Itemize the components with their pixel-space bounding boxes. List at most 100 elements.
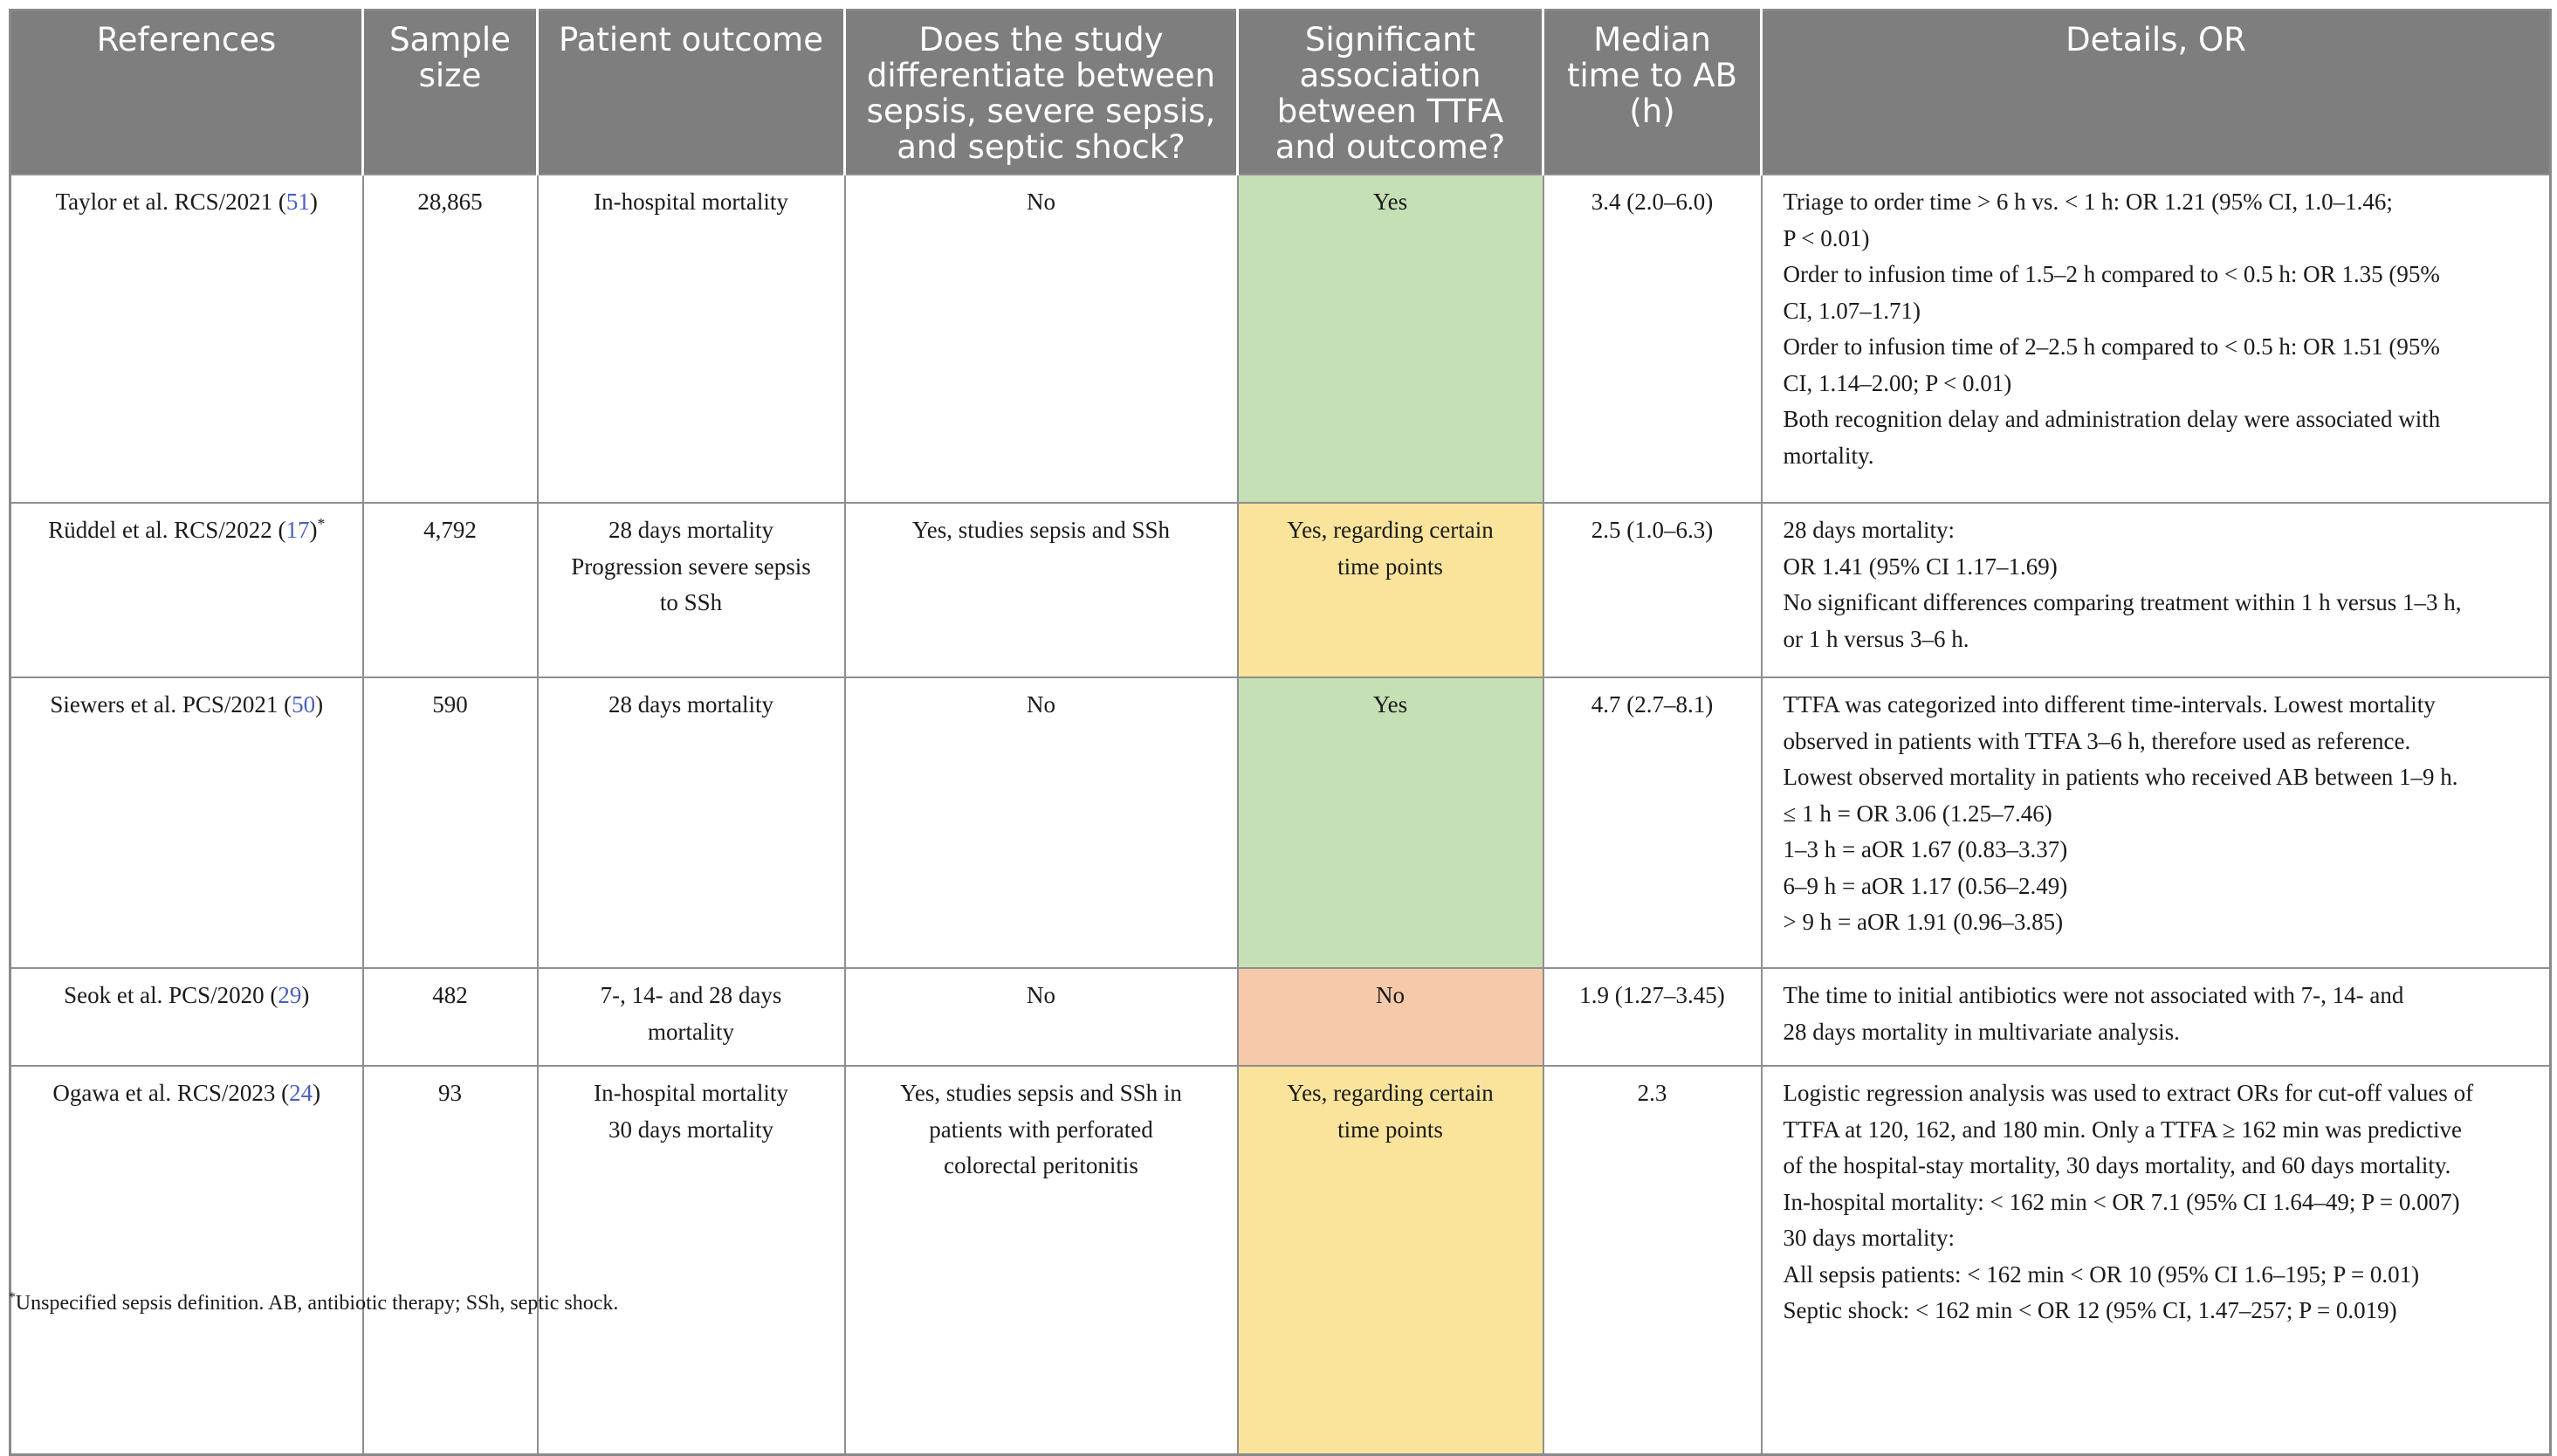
cell-sample-size: 590 — [361, 676, 538, 968]
cell-significant-line: Yes — [1372, 189, 1408, 215]
cell-differentiate-line: No — [1027, 189, 1055, 215]
cell-details-line: 28 days mortality in multivariate analys… — [1783, 1018, 2180, 1045]
cell-outcome: 28 days mortality Progression severe seps… — [536, 502, 845, 677]
cell-differentiate-line: patients with perforated — [929, 1116, 1153, 1143]
footnote-mark: * — [9, 1290, 16, 1305]
reference-close: ) — [301, 982, 310, 1008]
header-median-time: Median time to AB (h) — [1542, 10, 1762, 175]
sample-size-value: 93 — [438, 1080, 462, 1106]
cell-details-line: Lowest observed mortality in patients wh… — [1783, 764, 2458, 790]
header-significant-association: Significant association between TTFA and… — [1236, 10, 1543, 175]
reference-link[interactable]: 51 — [285, 189, 310, 215]
cell-sample-size: 482 — [361, 967, 538, 1066]
cell-details-line: observed in patients with TTFA 3–6 h, th… — [1783, 727, 2411, 754]
reference-link[interactable]: 50 — [292, 691, 316, 718]
cell-differentiate-line: Yes, studies sepsis and SSh in — [900, 1080, 1182, 1106]
cell-details-line: Logistic regression analysis was used to… — [1783, 1080, 2474, 1106]
footnote: *Unspecified sepsis definition. AB, anti… — [9, 1290, 618, 1315]
header-patient-outcome: Patient outcome — [536, 10, 845, 175]
cell-details-line: All sepsis patients: < 162 min < OR 10 (… — [1783, 1260, 2420, 1288]
cell-significant: Yes, regarding certain time points — [1236, 502, 1543, 677]
cell-sample-size: 93 — [361, 1065, 538, 1454]
cell-significant: Yes — [1236, 174, 1543, 503]
cell-details-line: Triage to order time > 6 h vs. < 1 h: OR… — [1783, 189, 2393, 215]
median-time-value: 4.7 (2.7–8.1) — [1591, 691, 1714, 718]
cell-median-time: 4.7 (2.7–8.1) — [1542, 676, 1762, 968]
table-row: Ogawa et al. RCS/2023 (24) 93 In-hospital … — [10, 1065, 2551, 1454]
cell-details: TTFA was categorized into different time… — [1760, 676, 2551, 968]
cell-details: Logistic regression analysis was used to… — [1760, 1065, 2551, 1454]
cell-reference: Siewers et al. PCS/2021 (50) — [10, 676, 363, 968]
cell-details-line: CI, 1.14–2.00; P < 0.01) — [1783, 369, 2012, 396]
cell-outcome-line: mortality — [648, 1018, 734, 1045]
cell-differentiate-line: Yes, studies sepsis and SSh — [911, 517, 1171, 543]
reference-text: Taylor et al. RCS/2021 ( — [55, 189, 286, 215]
cell-reference: Rüddel et al. RCS/2022 (17)* — [10, 502, 363, 677]
cell-details-line: CI, 1.07–1.71) — [1783, 297, 1921, 324]
cell-details-line: The time to initial antibiotics were not… — [1783, 982, 2404, 1008]
reference-text: Seok et al. PCS/2020 ( — [64, 982, 278, 1008]
reference-close: ) — [309, 189, 318, 215]
cell-differentiate: Yes, studies sepsis and SSh — [843, 502, 1238, 677]
median-time-value: 1.9 (1.27–3.45) — [1579, 982, 1725, 1008]
median-time-value: 3.4 (2.0–6.0) — [1591, 189, 1714, 215]
reference-link[interactable]: 24 — [289, 1080, 313, 1106]
cell-outcome: 7-, 14- and 28 days mortality — [536, 967, 845, 1066]
header-differentiate: Does the study differentiate between sep… — [843, 10, 1238, 175]
cell-differentiate-line: No — [1027, 691, 1055, 718]
cell-details: The time to initial antibiotics were not… — [1760, 967, 2551, 1066]
reference-link[interactable]: 29 — [278, 982, 302, 1008]
cell-outcome: In-hospital mortality — [536, 174, 845, 503]
cell-differentiate: No — [843, 967, 1238, 1066]
cell-details: 28 days mortality: OR 1.41 (95% CI 1.17–1… — [1760, 502, 2551, 677]
cell-outcome-line: 28 days mortality — [608, 517, 773, 543]
cell-details: Triage to order time > 6 h vs. < 1 h: OR… — [1760, 174, 2551, 503]
cell-details-line: P < 0.01) — [1783, 224, 1870, 251]
cell-differentiate-line: colorectal peritonitis — [944, 1152, 1138, 1178]
cell-details-line: No significant differences comparing tre… — [1783, 589, 2462, 615]
reference-text: Siewers et al. PCS/2021 ( — [50, 691, 292, 718]
cell-median-time: 1.9 (1.27–3.45) — [1542, 967, 1762, 1066]
cell-outcome: 28 days mortality — [536, 676, 845, 968]
cell-details-line: Both recognition delay and administratio… — [1783, 406, 2441, 432]
cell-outcome-line: 30 days mortality — [608, 1116, 773, 1143]
cell-outcome-line: 7-, 14- and 28 days — [600, 982, 782, 1008]
reference-close: ) — [313, 1080, 321, 1106]
cell-details-line: Septic shock: < 162 min < OR 12 (95% CI,… — [1783, 1297, 2397, 1323]
sample-size-value: 28,865 — [417, 189, 483, 215]
table-row: Rüddel et al. RCS/2022 (17)* 4,792 28 days… — [10, 502, 2551, 677]
cell-details-line: mortality. — [1783, 442, 1874, 469]
cell-reference: Taylor et al. RCS/2021 (51) — [10, 174, 363, 503]
cell-details-line: 6–9 h = aOR 1.17 (0.56–2.49) — [1783, 872, 2068, 899]
cell-sample-size: 28,865 — [361, 174, 538, 503]
cell-details-line: TTFA was categorized into different time… — [1783, 691, 2436, 718]
reference-link[interactable]: 17 — [285, 517, 310, 543]
sample-size-value: 482 — [432, 982, 468, 1008]
reference-close: ) — [315, 691, 324, 718]
cell-differentiate: Yes, studies sepsis and SSh in patients w… — [843, 1065, 1238, 1454]
table-row: Taylor et al. RCS/2021 (51) 28,865 In-hosp… — [10, 174, 2551, 503]
cell-outcome-line: Progression severe sepsis — [571, 553, 811, 580]
table-row: Siewers et al. PCS/2021 (50) 590 28 days m… — [10, 676, 2551, 968]
median-time-value: 2.5 (1.0–6.3) — [1591, 517, 1714, 543]
cell-outcome-line: In-hospital mortality — [594, 189, 788, 215]
reference-close: ) — [309, 517, 318, 543]
table-body: Taylor et al. RCS/2021 (51) 28,865 In-hosp… — [10, 174, 2551, 1454]
cell-median-time: 2.3 — [1542, 1065, 1762, 1454]
cell-details-line: Order to infusion time of 1.5–2 h compar… — [1783, 261, 2440, 287]
cell-outcome: In-hospital mortality 30 days mortality — [536, 1065, 845, 1454]
cell-details-line: OR 1.41 (95% CI 1.17–1.69) — [1783, 553, 2058, 580]
cell-details-line: 28 days mortality: — [1783, 517, 1955, 543]
header-details: Details, OR — [1760, 10, 2551, 175]
cell-differentiate: No — [843, 174, 1238, 503]
cell-significant-line: Yes, regarding certain — [1287, 517, 1494, 543]
cell-significant: Yes — [1236, 676, 1543, 968]
cell-differentiate-line: No — [1027, 982, 1055, 1008]
cell-sample-size: 4,792 — [361, 502, 538, 677]
table-row: Seok et al. PCS/2020 (29) 482 7-, 14- and … — [10, 967, 2551, 1066]
cell-median-time: 2.5 (1.0–6.3) — [1542, 502, 1762, 677]
cell-details-line: 30 days mortality: — [1783, 1225, 1955, 1251]
cell-significant-line: time points — [1337, 1116, 1443, 1143]
sample-size-value: 4,792 — [423, 517, 477, 543]
cell-significant-line: Yes — [1372, 691, 1408, 718]
